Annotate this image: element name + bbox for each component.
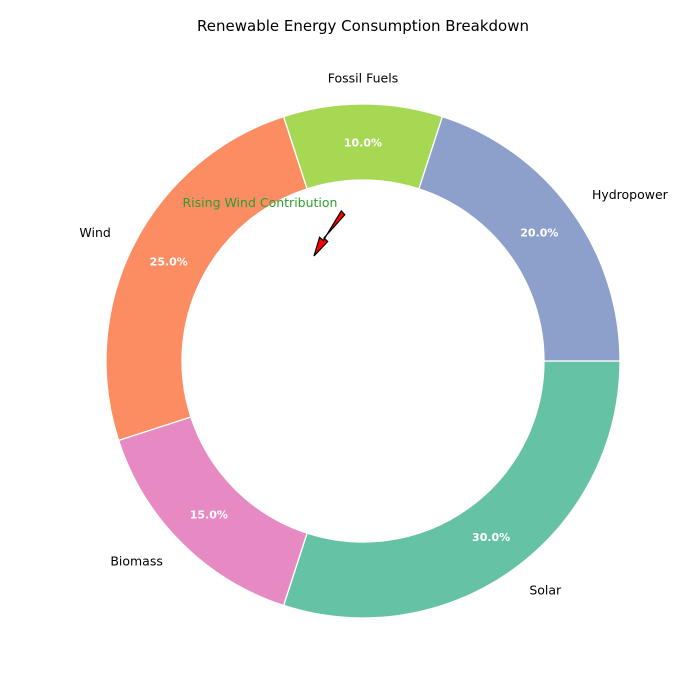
pct-label-wind: 25.0% (150, 256, 188, 269)
slice-label-solar: Solar (529, 582, 562, 597)
annotation-text: Rising Wind Contribution (183, 195, 338, 210)
annotation-arrow (313, 209, 346, 257)
slice-solar (282, 360, 621, 619)
slice-label-biomass: Biomass (110, 554, 163, 569)
slice-label-fossil-fuels: Fossil Fuels (328, 71, 398, 86)
pct-label-solar: 30.0% (472, 531, 510, 544)
slice-label-wind: Wind (79, 225, 110, 240)
slices-layer (105, 103, 621, 619)
slice-label-hydropower: Hydropower (592, 187, 669, 202)
pct-label-hydropower: 20.0% (520, 226, 558, 239)
slice-hydropower (418, 115, 621, 362)
pct-label-biomass: 15.0% (190, 509, 228, 522)
slice-wind (105, 115, 308, 442)
chart-title: Renewable Energy Consumption Breakdown (197, 17, 529, 35)
pct-label-fossil-fuels: 10.0% (344, 137, 382, 150)
annotation-layer: Rising Wind Contribution (183, 195, 346, 257)
labels-layer: 30.0% Solar 15.0% Biomass 25.0% Wind 10.0% Foss… (79, 71, 668, 598)
